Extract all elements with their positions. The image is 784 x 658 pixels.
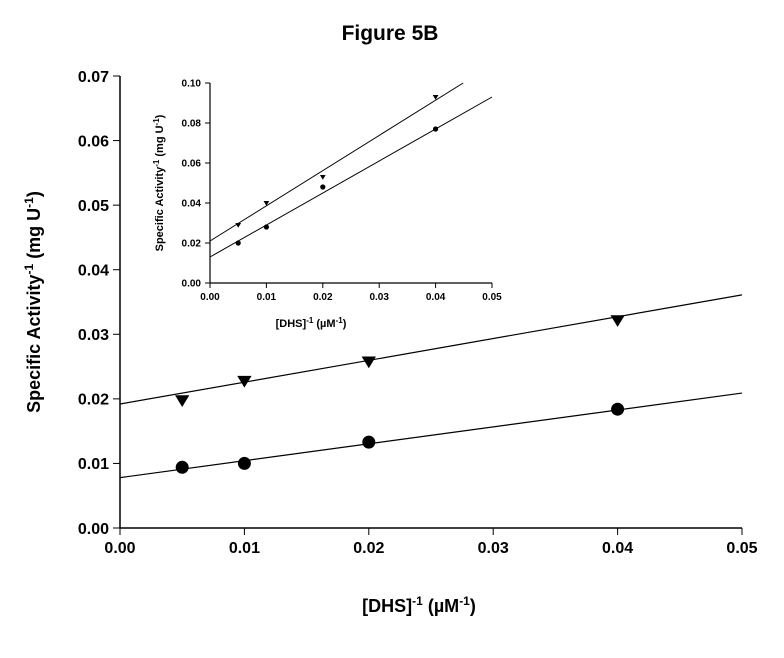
- y-tick-label: 0.02: [78, 392, 109, 409]
- y-tick-label: 0.00: [182, 279, 202, 290]
- x-tick-label: 0.04: [602, 540, 633, 557]
- fit-line: [209, 96, 493, 258]
- data-point-triangle: [610, 315, 625, 327]
- data-point-circle: [362, 435, 376, 449]
- x-tick-label: 0.00: [104, 540, 135, 557]
- x-tick-label: 0.05: [726, 540, 757, 557]
- data-point-triangle: [175, 395, 190, 407]
- y-tick-label: 0.02: [182, 239, 202, 250]
- x-tick-label: 0.04: [426, 292, 446, 303]
- x-tick-label: 0.05: [482, 292, 502, 303]
- inset-chart: 0.00 0.01 0.02 0.03 0.04 0.05 0.00 0.02 0.04 0.06…: [152, 79, 503, 330]
- x-axis-label: [DHS]-1 (µM-1): [362, 594, 476, 616]
- x-tick-label: 0.03: [478, 540, 509, 557]
- data-point-circle: [237, 456, 251, 470]
- y-tick-label: 0.10: [182, 79, 202, 90]
- data-point-circle: [611, 402, 625, 416]
- x-tick-label: 0.00: [200, 292, 220, 303]
- y-axis-label: Specific Activity-1 (mg U-1): [152, 114, 167, 251]
- main-chart: 0.00 0.01 0.02 0.03 0.04 0.05 0.00 0.01 0.02 0.03…: [22, 69, 758, 616]
- y-axis-label: Specific Activity-1 (mg U-1): [22, 191, 44, 413]
- data-point-triangle: [235, 223, 242, 228]
- data-point-triangle: [319, 175, 326, 180]
- data-point-circle: [235, 240, 241, 246]
- data-point-circle: [320, 184, 326, 190]
- data-point-circle: [433, 126, 439, 132]
- data-point-triangle: [263, 201, 270, 206]
- y-tick-label: 0.06: [182, 159, 202, 170]
- y-tick-label: 0.04: [78, 262, 109, 279]
- y-tick-label: 0.06: [78, 133, 109, 150]
- fit-line: [119, 392, 743, 479]
- x-tick-label: 0.01: [229, 540, 260, 557]
- x-tick-label: 0.02: [353, 540, 384, 557]
- y-tick-label: 0.04: [182, 199, 202, 210]
- y-tick-label: 0.08: [182, 119, 202, 130]
- y-tick-label: 0.03: [78, 327, 109, 344]
- y-tick-label: 0.00: [78, 521, 109, 538]
- y-tick-label: 0.07: [78, 69, 109, 86]
- y-tick-label: 0.05: [78, 198, 109, 215]
- data-point-circle: [263, 224, 269, 230]
- x-axis-label: [DHS]-1 (µM-1): [276, 316, 347, 331]
- x-tick-label: 0.01: [257, 292, 277, 303]
- data-point-triangle: [361, 356, 376, 369]
- fit-line: [209, 82, 464, 242]
- chart-title: Figure 5B: [342, 22, 439, 45]
- fit-line: [119, 294, 743, 405]
- y-tick-label: 0.01: [78, 456, 109, 473]
- data-point-triangle: [237, 375, 252, 388]
- x-tick-label: 0.02: [313, 292, 333, 303]
- data-point-circle: [175, 460, 189, 474]
- data-point-triangle: [432, 95, 439, 100]
- x-tick-label: 0.03: [369, 292, 389, 303]
